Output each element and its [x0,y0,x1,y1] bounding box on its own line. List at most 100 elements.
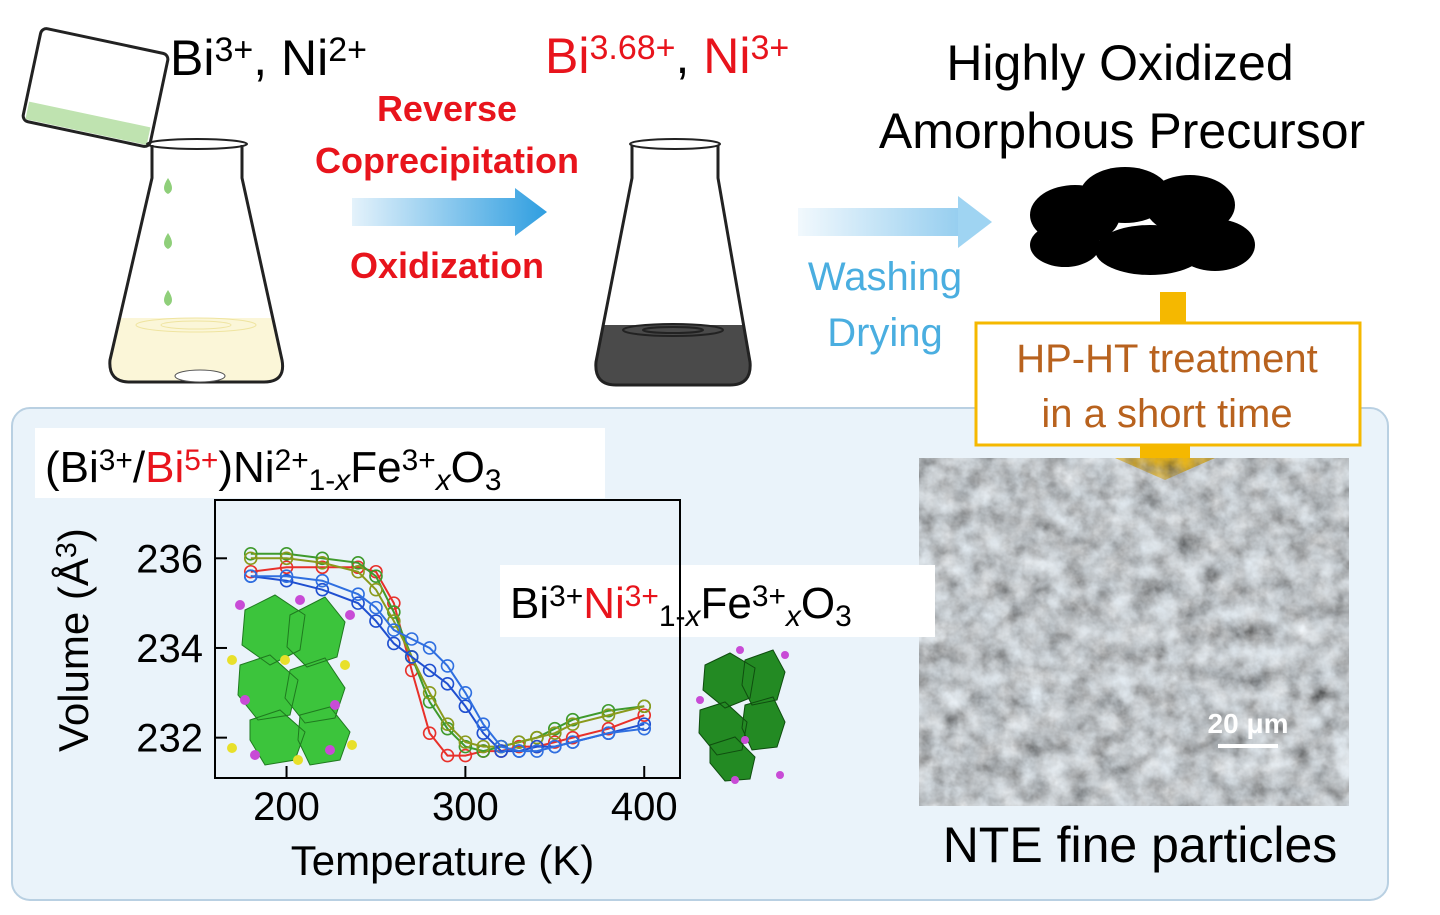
text-run: 3+ [625,580,659,613]
formula: (Bi3+/Bi5+)Ni2+1-xFe3+xO3 [45,443,502,497]
text-run: 3 [51,542,83,558]
data-point [404,650,419,664]
text-run: Bi [145,443,184,492]
text-run: Volume (Å [50,558,97,752]
x-tick-label: 200 [253,785,320,829]
text-run: Bi [170,30,214,86]
data-point [565,717,580,731]
data-point [243,547,258,561]
data-point [530,730,544,745]
text-run: 2+ [328,31,367,69]
flask [594,138,752,387]
text-run: 1- [309,464,336,497]
data-point [315,560,330,575]
data-point [458,735,473,749]
text-run: x [684,600,702,633]
text-run: Ni [583,579,625,628]
data-point [243,564,258,579]
text-run: 1- [659,600,686,633]
data-point [458,699,473,714]
formula: Bi3+Ni3+1-xFe3+xO3 [510,579,852,633]
treatment: HP-HT treatment [1016,337,1318,381]
text-run: 3+ [549,580,583,613]
connector [1160,292,1186,324]
process-step: Coprecipitation [315,140,579,181]
data-point [440,748,455,763]
data-point [494,739,508,754]
text-run: 3+ [752,580,786,613]
data-point [512,744,526,758]
precursor: Amorphous Precursor [879,103,1365,159]
data-point [279,573,294,588]
text-run: O [451,443,485,492]
data-point [565,712,580,727]
text-run: , Ni [253,30,328,86]
data-point [512,735,526,749]
text-run: ) [50,528,97,542]
data-point [548,726,562,740]
data-point [548,721,562,736]
data-point [279,560,294,575]
data-point [601,721,616,736]
data-point [422,686,437,700]
data-point [279,551,294,566]
y-axis-label: Volume (Å3) [50,528,97,752]
formula-box [500,565,935,637]
data-point [637,699,652,714]
text-run: Fe [700,579,751,628]
data-point [369,614,383,628]
text-run: 3+ [99,444,133,477]
data-point [387,636,401,651]
data-point [404,632,419,646]
data-point [476,744,491,758]
data-point [440,677,455,691]
x-axis-label: Temperature (K) [291,837,594,884]
text-run: 3 [835,600,852,633]
data-point [458,748,473,763]
post-process: Washing [808,255,962,299]
data-point [369,600,383,615]
text-run: 3+ [402,444,436,477]
text-run: 3+ [751,29,790,67]
reactants: Bi3+, Ni2+ [170,30,367,86]
data-point [369,582,383,597]
data-point [530,744,544,758]
data-point [243,551,258,566]
data-point [243,569,258,584]
data-point [601,726,616,740]
data-point [637,708,652,723]
text-run: Ni [703,28,750,84]
data-point [548,735,562,749]
data-point [387,623,401,637]
x-tick-label: 300 [432,785,499,829]
y-tick-label: 234 [136,627,203,671]
process-step: Oxidization [350,245,544,286]
text-run: Bi [545,28,589,84]
text-run: Bi [510,579,549,628]
dashed-arrow [798,196,992,248]
text-run: , [676,28,704,84]
arrow [1115,446,1215,480]
data-point [601,708,616,723]
data-point [458,739,473,754]
data-point [422,663,437,678]
data-point [387,596,401,610]
text-run: / [133,443,146,492]
plot: 200 300 400 232 234 236 Temperature (K) Volume … [50,499,681,884]
data-point [565,730,580,745]
data-point [548,739,562,754]
crystal [696,646,789,784]
data-point [440,659,455,673]
data-point [458,686,473,700]
data-point [279,569,294,584]
text-run: Fe [350,443,401,492]
data-point [512,739,526,754]
data-point [565,735,580,749]
y-tick-label: 232 [136,717,203,761]
text-run: O [801,579,835,628]
text-run: 3 [485,464,502,497]
data-point [422,726,437,740]
data-point [351,587,365,601]
